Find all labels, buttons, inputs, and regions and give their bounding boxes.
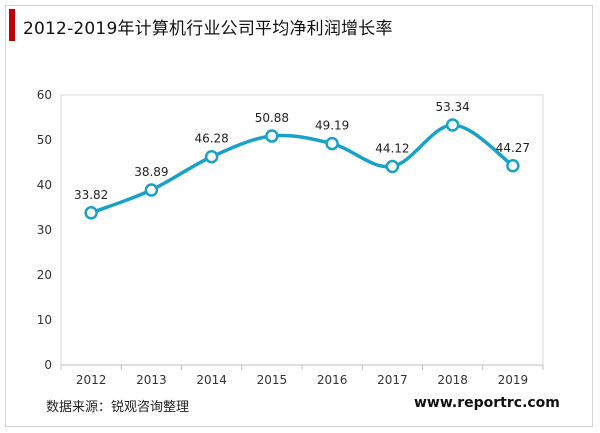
data-point-2019 (506, 159, 520, 173)
x-tick-label: 2012 (76, 373, 107, 387)
data-label-2019: 44.27 (496, 141, 530, 155)
y-tick-label: 10 (37, 313, 52, 327)
source-note: 数据来源：锐观咨询整理 (46, 400, 190, 415)
y-tick-label: 60 (37, 88, 52, 102)
x-tick-label: 2016 (317, 373, 348, 387)
chart-frame (5, 5, 593, 427)
y-tick-label: 20 (37, 268, 52, 282)
x-tick-label: 2018 (437, 373, 468, 387)
data-labels: 33.82 38.89 46.28 50.88 49.19 44.12 53.34 44.27 (74, 100, 530, 202)
x-tick-label: 2014 (196, 373, 227, 387)
data-label-2013: 38.89 (134, 165, 168, 179)
data-point-2016 (325, 136, 339, 151)
chart-title: 2012-2019年计算机行业公司平均净利润增长率 (23, 19, 393, 39)
data-label-2012: 33.82 (74, 188, 108, 202)
data-label-2016: 49.19 (315, 119, 349, 133)
data-label-2015: 50.88 (255, 111, 289, 125)
data-label-2017: 44.12 (375, 141, 409, 155)
data-points (84, 118, 520, 220)
x-tick-label: 2017 (377, 373, 408, 387)
y-tick-label: 30 (37, 223, 52, 237)
x-axis: 2012 2013 2014 2015 2016 2017 2018 2019 (60, 364, 544, 387)
website-link[interactable]: www.reportrc.com (414, 395, 560, 411)
data-point-2013 (144, 183, 159, 197)
title-accent-bar (9, 9, 15, 41)
y-tick-label: 50 (37, 133, 52, 147)
data-point-2017 (385, 159, 400, 174)
data-point-2014 (204, 149, 219, 164)
y-tick-label: 0 (44, 358, 52, 372)
data-point-2015 (265, 129, 279, 143)
data-label-2014: 46.28 (194, 132, 228, 146)
y-tick-label: 40 (37, 178, 52, 192)
y-axis: 0 10 20 30 40 50 60 (37, 88, 52, 372)
x-tick-label: 2015 (257, 373, 288, 387)
data-point-2012 (84, 206, 98, 220)
x-tick-label: 2019 (498, 373, 529, 387)
data-point-2018 (445, 118, 460, 132)
data-label-2018: 53.34 (435, 100, 469, 114)
x-tick-label: 2013 (136, 373, 167, 387)
